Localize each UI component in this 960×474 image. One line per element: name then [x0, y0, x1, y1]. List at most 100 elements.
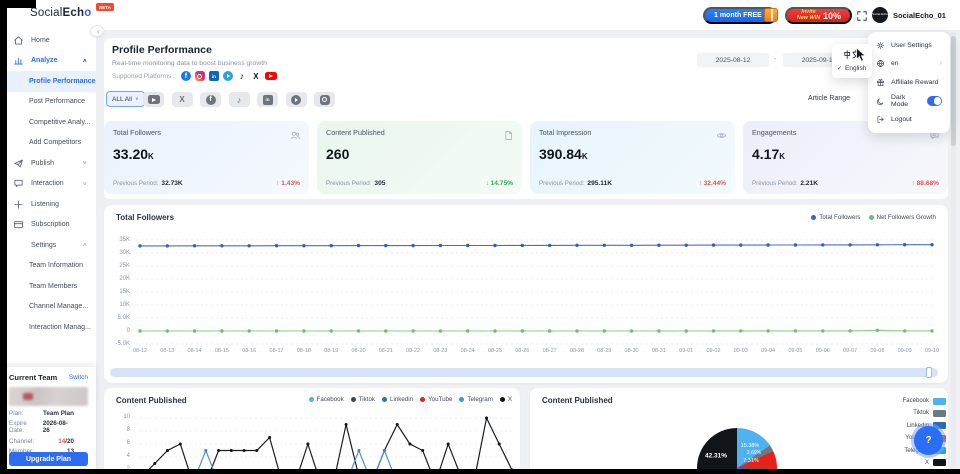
menu-item-language[interactable]: en › [868, 55, 950, 74]
page-title: Profile Performance [112, 44, 212, 56]
sidebar-item-interaction[interactable]: Interaction ∨ [0, 174, 96, 195]
sidebar-item-analyze[interactable]: Analyze ∧ [0, 51, 96, 72]
chevron-up-icon: ∧ [82, 242, 88, 249]
legend-label: YouTube [428, 396, 453, 403]
promo-invite-button[interactable]: Invite New WIN 10% [785, 7, 852, 24]
platform-filter-facebook[interactable]: f [200, 92, 221, 107]
x-axis-tick: 09-05 [788, 348, 803, 354]
sidebar-item-competitive-analysis[interactable]: Competitive Analy... [0, 112, 96, 133]
stat-delta: ↑ 32.44% [698, 180, 727, 187]
sidebar-item-home[interactable]: Home [0, 30, 96, 51]
avatar[interactable]: Social Echo [872, 7, 888, 23]
legend-item[interactable]: Facebook [308, 396, 344, 403]
legend-item[interactable]: Linkedin [860, 421, 946, 431]
user-menu: User Settings en › Affiliate Reward Dark Mod… [868, 32, 950, 133]
help-button[interactable]: ? [914, 426, 943, 455]
app-logo[interactable]: SocialEcho [30, 7, 92, 19]
platform-all-filter[interactable]: ALL All ∨ [106, 91, 145, 107]
facebook-icon: f [205, 94, 216, 105]
legend-label: Facebook [902, 398, 929, 404]
sidebar-item-post-performance[interactable]: Post Performance [0, 92, 96, 113]
sidebar-item-profile-performance[interactable]: Profile Performance [0, 71, 96, 92]
menu-item-dark-mode[interactable]: Dark Mode [868, 92, 950, 111]
legend-item[interactable]: X [499, 396, 512, 403]
platform-filter-linkedin[interactable]: in [257, 92, 278, 107]
sidebar-item-subscription[interactable]: Subscription [0, 215, 96, 236]
chevron-down-icon: ∨ [82, 160, 88, 167]
y-axis-tick: 35K [119, 237, 130, 243]
eye-icon [716, 133, 727, 138]
menu-item-user-settings[interactable]: User Settings [868, 36, 950, 55]
x-axis-tick: 08-21 [378, 348, 393, 354]
platform-filter-x[interactable]: X [171, 92, 193, 107]
legend-dot-icon [499, 397, 505, 402]
fullscreen-icon[interactable] [856, 9, 868, 27]
document-icon [505, 131, 513, 140]
stat-value: 4.17K [752, 146, 786, 162]
platform-filter-youtube[interactable] [143, 92, 164, 107]
publish-icon [14, 159, 23, 168]
x-axis-tick: 09-07 [843, 348, 858, 354]
sidebar-item-listening[interactable]: Listening [0, 194, 96, 215]
menu-item-logout[interactable]: Logout [868, 110, 950, 129]
x-axis-tick: 08-22 [406, 348, 421, 354]
article-range-label[interactable]: Article Range [808, 95, 851, 102]
chevron-down-icon: ∨ [82, 180, 88, 187]
stat-value: 33.20K [113, 146, 154, 162]
sidebar-item-publish[interactable]: Publish ∨ [0, 153, 96, 174]
legend-item[interactable]: Telegram [860, 446, 946, 456]
legend-item[interactable]: Linkedin [382, 396, 413, 403]
dark-mode-toggle[interactable] [926, 96, 942, 106]
gear-icon [876, 41, 885, 49]
x-axis-tick: 09-06 [815, 348, 830, 354]
legend-item[interactable]: Tiktok [860, 408, 946, 418]
legend-item[interactable]: Facebook [860, 396, 946, 406]
promo-free-month-button[interactable]: 1 month FREE [703, 7, 778, 24]
menu-item-english[interactable]: ✓ English [832, 61, 872, 75]
legend-item[interactable]: Telegram [459, 396, 493, 403]
platform-filter-tiktok[interactable]: ♪ [228, 92, 250, 107]
x-axis-tick: 09-09 [897, 348, 912, 354]
legend-item[interactable]: Total Followers [811, 214, 861, 221]
stat-title: Total Impression [539, 128, 592, 137]
chinese-label-glyph [844, 49, 860, 59]
team-info-label: Expire Date: [9, 420, 27, 435]
platform-filter-telegram[interactable] [285, 92, 307, 107]
scrollbar-track[interactable] [951, 32, 956, 468]
letterbox-left [0, 0, 7, 474]
sidebar-collapse-button[interactable]: ‹ [90, 25, 104, 37]
stat-title: Total Followers [113, 128, 161, 137]
slider-handle[interactable] [926, 367, 932, 378]
date-from-input[interactable]: 2025-08-12 [697, 53, 769, 67]
username[interactable]: SocialEcho_01 [893, 11, 946, 20]
legend-label: Total Followers [819, 214, 861, 221]
sidebar-item-interaction-management[interactable]: Interaction Manag... [0, 317, 96, 338]
upgrade-plan-button[interactable]: Upgrade Plan [9, 452, 88, 466]
legend-item[interactable]: Net Followers Growth [868, 214, 936, 221]
x-axis-tick: 08-30 [624, 348, 639, 354]
x-axis-tick: 09-04 [761, 348, 776, 354]
scrollbar-thumb[interactable] [951, 36, 956, 146]
sidebar-item-team-information[interactable]: Team Information [0, 256, 96, 277]
youtube-icon [264, 71, 277, 81]
legend-item[interactable]: X [860, 458, 946, 468]
switch-team-link[interactable]: Switch [68, 374, 88, 381]
platform-filter-instagram[interactable] [314, 92, 335, 107]
sidebar-item-team-members[interactable]: Team Members [0, 276, 96, 297]
sidebar-item-settings[interactable]: Settings ∧ [0, 235, 96, 256]
sidebar-item-label: Publish [31, 159, 54, 167]
chart-zoom-slider[interactable] [110, 367, 938, 378]
sidebar-item-label: Post Performance [29, 98, 86, 106]
facebook-icon: f [180, 71, 191, 81]
users-icon [291, 131, 300, 140]
menu-item-affiliate-reward[interactable]: Affiliate Reward [868, 73, 950, 92]
legend-item[interactable]: Tiktok [350, 396, 375, 403]
menu-item-label: en [891, 60, 899, 68]
menu-item-chinese[interactable] [832, 47, 872, 61]
legend-item[interactable]: YouTube [420, 396, 452, 403]
legend-label: Telegram [467, 396, 493, 403]
sidebar-item-channel-management[interactable]: Channel Manage... [0, 297, 96, 318]
legend-dot-icon [308, 397, 314, 402]
promo-free-label: 1 month FREE [714, 12, 762, 19]
sidebar-item-add-competitors[interactable]: Add Competitors [0, 133, 96, 154]
